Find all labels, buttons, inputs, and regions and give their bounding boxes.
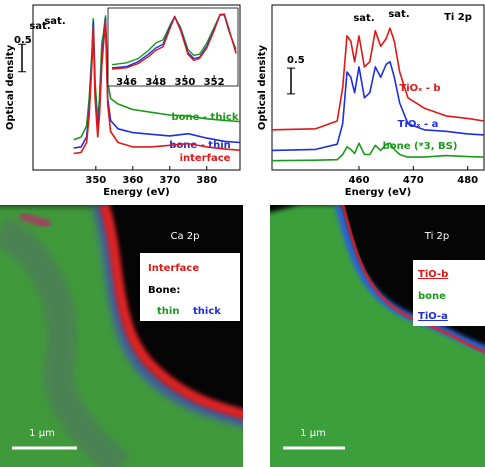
annotation: sat. — [29, 21, 50, 32]
legend-label: thin — [157, 306, 179, 317]
image-legend-box — [140, 253, 240, 321]
legend-label: Bone: — [148, 285, 180, 296]
ca-map — [0, 205, 243, 467]
series-label: interface — [180, 153, 231, 164]
scale-label: 1 μm — [300, 428, 326, 439]
legend-label: Interface — [148, 263, 199, 274]
x-tick-label: 360 — [122, 175, 143, 186]
legend-label: thick — [193, 306, 221, 317]
series-label: TiOₓ - a — [398, 119, 439, 130]
plot-frame — [32, 4, 241, 171]
annotation: sat. — [44, 16, 65, 27]
x-tick-label: 460 — [349, 175, 370, 186]
plot-frame — [271, 4, 485, 171]
series-label: bone (*3, BS) — [383, 141, 458, 152]
inset-line — [111, 13, 237, 70]
image-title: Ti 2p — [424, 231, 449, 242]
inset-x-tick-label: 350 — [175, 77, 196, 88]
x-tick-label: 380 — [196, 175, 217, 186]
image-legend-box — [413, 260, 485, 326]
series-line — [271, 27, 485, 131]
x-tick-label: 350 — [85, 175, 106, 186]
series-label: TiOₓ - b — [399, 83, 440, 94]
x-axis-label: Energy (eV) — [103, 187, 169, 198]
x-axis-label: Energy (eV) — [345, 187, 411, 198]
inset-x-tick-label: 346 — [116, 77, 137, 88]
scale-label: 1 μm — [29, 428, 55, 439]
scale-bar-label: 0.5 — [14, 35, 32, 46]
scale-bar-label: 0.5 — [287, 55, 305, 66]
series-line — [73, 20, 241, 155]
annotation: sat. — [388, 9, 409, 20]
legend-label: TiO-a — [418, 311, 448, 322]
x-tick-label: 370 — [159, 175, 180, 186]
legend-label: bone — [418, 291, 446, 302]
x-tick-label: 480 — [457, 175, 478, 186]
legend-label: TiO-b — [418, 269, 448, 280]
chart-title: Ti 2p — [444, 12, 472, 23]
image-title: Ca 2p — [171, 231, 200, 242]
series-label: bone - thick — [172, 112, 239, 123]
y-axis-label: Optical density — [5, 44, 16, 130]
x-tick-label: 470 — [403, 175, 424, 186]
inset-x-tick-label: 348 — [145, 77, 166, 88]
inset-x-tick-label: 352 — [204, 77, 225, 88]
ti-map — [270, 205, 485, 467]
series-line — [271, 60, 485, 152]
y-axis-label: Optical density — [257, 44, 268, 130]
annotation: sat. — [353, 13, 374, 24]
series-line — [271, 142, 485, 162]
